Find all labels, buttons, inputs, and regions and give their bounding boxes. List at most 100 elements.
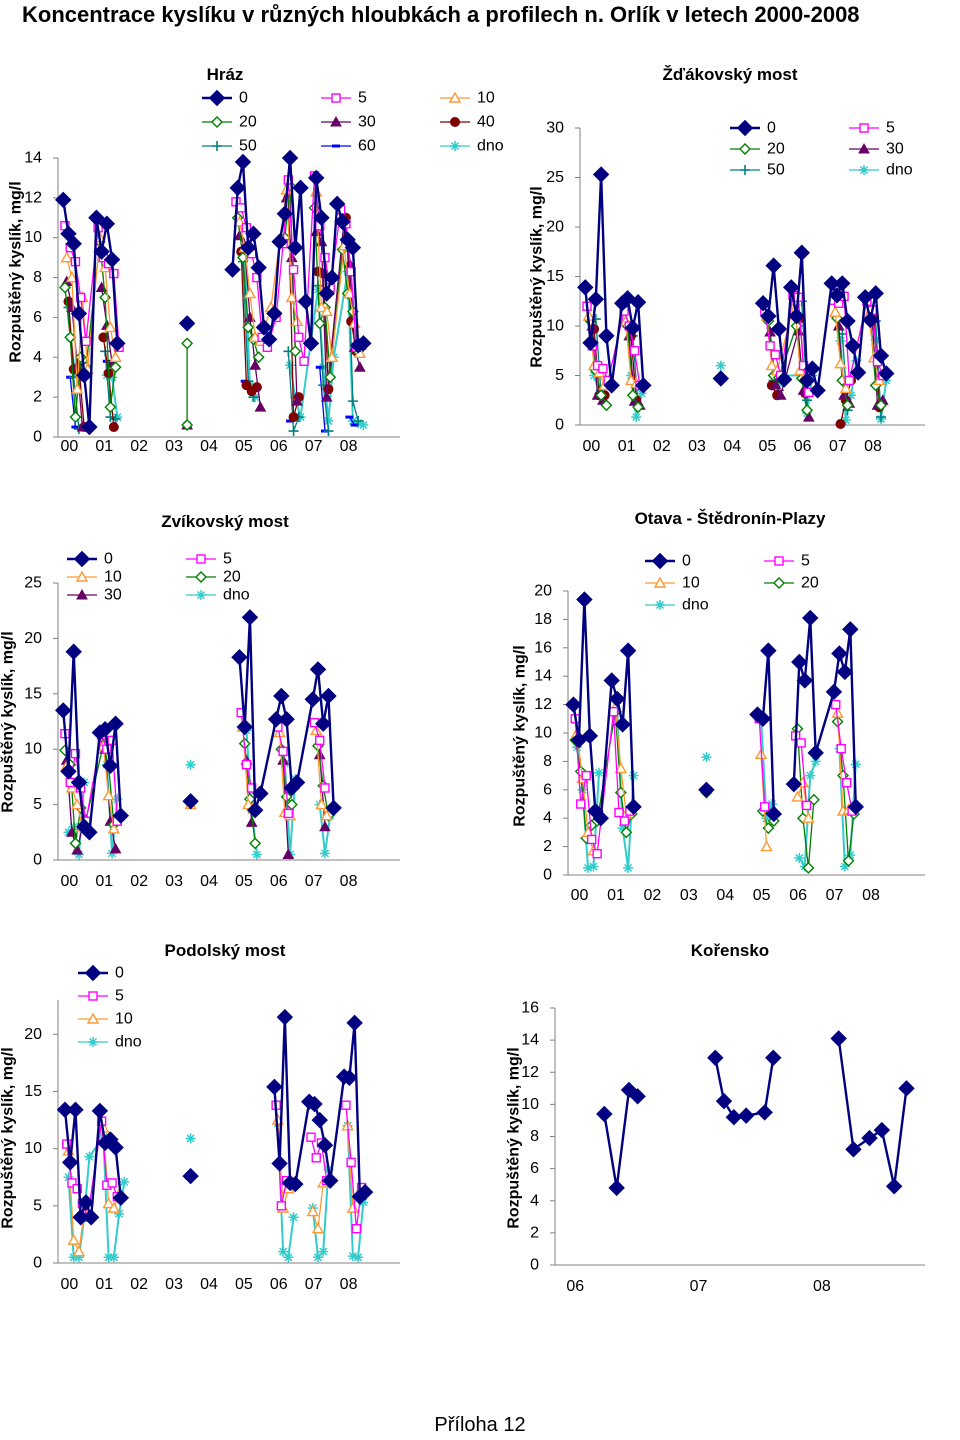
- data-point: [60, 763, 77, 780]
- data-point: [319, 848, 330, 859]
- legend-label: 0: [239, 90, 248, 107]
- data-point: [93, 243, 110, 260]
- data-point: [112, 412, 123, 423]
- data-point: [63, 1172, 74, 1183]
- data-point: [791, 790, 804, 802]
- data-point: [105, 412, 116, 423]
- series-0: [55, 609, 342, 841]
- legend-label: 20: [767, 141, 785, 158]
- data-point: [754, 710, 772, 728]
- page-title: Koncentrace kyslíku v různých hloubkách …: [22, 2, 860, 27]
- y-tick-label: 14: [24, 150, 42, 167]
- data-point: [807, 744, 824, 762]
- legend-marker: [330, 115, 342, 127]
- data-point: [698, 781, 715, 799]
- data-point: [67, 1233, 80, 1245]
- x-tick-label: 05: [235, 1276, 253, 1293]
- data-point: [88, 209, 105, 226]
- data-point: [251, 849, 262, 860]
- legend-label: dno: [115, 1034, 142, 1051]
- x-tick-label: 06: [270, 873, 288, 890]
- data-point: [576, 799, 586, 809]
- data-point: [276, 1201, 287, 1211]
- data-point: [278, 746, 288, 757]
- data-point: [358, 1197, 369, 1208]
- y-tick-label: 6: [33, 309, 42, 326]
- data-point: [596, 1105, 613, 1123]
- data-point: [71, 843, 84, 855]
- data-point: [635, 377, 652, 394]
- data-point: [791, 653, 808, 671]
- x-tick-label: 04: [200, 438, 218, 455]
- data-point: [288, 412, 299, 423]
- data-point: [315, 301, 328, 313]
- legend-marker: [331, 93, 341, 103]
- data-point: [320, 391, 333, 402]
- data-point: [725, 1109, 743, 1126]
- data-point: [231, 649, 248, 666]
- data-point: [765, 257, 782, 274]
- data-point: [802, 861, 815, 874]
- data-point: [71, 382, 84, 394]
- data-point: [707, 1049, 724, 1067]
- data-point: [626, 389, 639, 402]
- data-point: [344, 239, 362, 256]
- legend-marker: [739, 143, 751, 155]
- x-tick-label: 01: [95, 873, 113, 890]
- y-axis-label: Rozpuštěný kyslík, mg/l: [529, 186, 546, 367]
- data-point: [64, 331, 77, 344]
- data-point: [321, 1172, 339, 1189]
- legend-marker: [196, 554, 206, 564]
- data-point: [107, 1178, 117, 1188]
- data-point: [108, 422, 119, 433]
- data-point: [629, 1088, 646, 1105]
- series-0: [596, 1030, 915, 1197]
- data-point: [254, 401, 267, 412]
- data-point: [600, 399, 613, 412]
- data-point: [112, 794, 123, 805]
- data-point: [109, 361, 122, 374]
- data-point: [70, 774, 88, 791]
- data-point: [631, 412, 642, 423]
- data-point: [346, 1201, 360, 1213]
- data-point: [593, 767, 604, 778]
- y-tick-label: 25: [24, 575, 42, 592]
- legend-marker: [76, 588, 88, 600]
- y-axis-label: Rozpuštěný kyslík, mg/l: [8, 181, 25, 362]
- data-point: [788, 307, 805, 325]
- data-point: [839, 381, 852, 394]
- x-tick-label: 00: [583, 438, 601, 455]
- data-point: [96, 721, 114, 738]
- y-axis-label: Rozpuštěný kyslík, mg/l: [512, 645, 529, 826]
- data-point: [318, 285, 335, 302]
- data-point: [841, 778, 852, 788]
- data-point: [847, 798, 864, 816]
- data-point: [84, 1151, 95, 1162]
- data-point: [102, 757, 119, 775]
- legend-marker: [450, 117, 460, 127]
- legend-marker: [75, 570, 89, 582]
- data-point: [767, 799, 777, 809]
- data-point: [844, 337, 862, 355]
- data-point: [793, 244, 810, 261]
- y-tick-label: 18: [534, 611, 552, 628]
- data-point: [595, 389, 608, 402]
- data-point: [323, 269, 341, 286]
- y-tick-label: 6: [543, 781, 552, 798]
- data-point: [65, 781, 79, 793]
- data-point: [181, 337, 194, 350]
- data-point: [299, 356, 309, 366]
- data-point: [276, 1008, 294, 1026]
- data-point: [182, 1167, 199, 1185]
- data-point: [58, 281, 71, 294]
- data-point: [77, 1194, 95, 1211]
- x-tick-label: 03: [688, 438, 706, 455]
- y-tick-label: 0: [543, 867, 552, 884]
- data-point: [81, 418, 98, 436]
- data-point: [292, 179, 309, 197]
- data-point: [841, 399, 854, 412]
- data-point: [356, 1183, 374, 1201]
- y-tick-label: 10: [24, 741, 42, 758]
- legend-marker: [859, 165, 869, 175]
